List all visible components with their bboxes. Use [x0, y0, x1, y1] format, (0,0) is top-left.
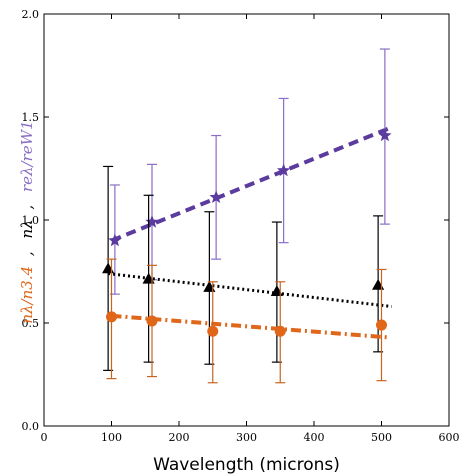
data-point: [209, 190, 223, 203]
data-point: [378, 128, 392, 142]
fit-line: [111, 313, 389, 340]
y-label-part: reλ/reW1: [18, 120, 36, 192]
x-tick-label: 200: [169, 431, 190, 444]
series-layer: [102, 48, 393, 384]
x-tick-label: 400: [304, 431, 325, 444]
y-tick-label: 1.5: [22, 111, 40, 124]
data-point: [274, 325, 286, 337]
data-point: [108, 233, 122, 247]
y-tick-label: 2.0: [22, 8, 40, 21]
tick-layer: 0 100 200 300 400 500 600 0.0 0.5 1.0 1.5 2.0: [22, 8, 460, 444]
fit-line: [110, 125, 393, 243]
data-point: [276, 163, 291, 177]
x-tick-label: 300: [236, 431, 257, 444]
y-label-part: ,: [18, 251, 36, 256]
y-tick-label: 0.0: [22, 420, 40, 433]
x-tick-label: 500: [371, 431, 392, 444]
series-circle: [106, 258, 389, 384]
data-point: [146, 315, 158, 327]
data-point: [145, 215, 159, 228]
plot-area: [43, 13, 450, 427]
y-label-part: ,: [18, 205, 36, 210]
data-point: [207, 325, 219, 337]
x-tick-label: 600: [439, 431, 460, 444]
y-tick-label: 0.5: [22, 317, 40, 330]
y-tick-label: 1.0: [22, 214, 40, 227]
data-point: [376, 319, 387, 331]
x-tick-label: 0: [41, 431, 48, 444]
data-point: [106, 311, 117, 323]
x-axis-label: Wavelength (microns): [153, 455, 340, 475]
y-label-part: nλ: [18, 219, 36, 238]
y-axis-label: nλ/n3.4 , nλ , reλ/reW1: [18, 120, 36, 323]
x-tick-label: 100: [101, 431, 122, 444]
y-label-part: nλ/n3.4: [18, 266, 36, 324]
